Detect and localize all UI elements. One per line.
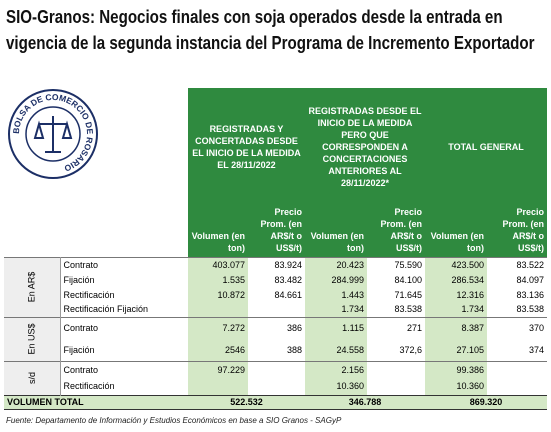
row-label: Rectificación [63,289,115,300]
price-cell: 75.590 [367,256,425,272]
volume-cell: 2546 [188,339,248,361]
price-cell: 83.522 [487,256,547,272]
price-cell: 374 [528,344,544,355]
row: Rectificación 10.360 10.360 [4,378,547,395]
row: Rectificación Fijación 1.734 83.538 1.734 83… [4,302,547,317]
footer: Fuente: Departamento de Información y Es… [6,416,342,425]
volume-cell: 1.115 [305,316,367,339]
price-cell: 83.538 [516,304,544,315]
volume-cell: 1.535 [188,272,248,287]
row: Fijación 1.535 83.482 284.999 84.100 286.534 8… [4,272,547,287]
column-header: Precio Prom. (en AR$/t o US$/t) [367,205,425,257]
group-label: En US$ [26,323,37,355]
price-cell: 84.100 [394,274,422,285]
volume-cell: 12.316 [425,287,487,302]
group-label-cell: s/d [4,360,61,395]
logo-cell: BOLSA DE COMERCIO DE ROSARIO [4,88,188,257]
volume-cell: 10.872 [188,287,248,302]
volume-cell: 27.105 [425,339,487,361]
price-cell: 83.538 [394,304,422,315]
price-cell [248,302,305,317]
total-value: 869.320 [425,394,547,410]
price-cell: 84.661 [274,289,302,300]
price-cell: 83.924 [248,256,305,272]
row-label: Rectificación [63,381,115,392]
volume-cell: 97.229 [188,360,248,378]
price-cell: 83.482 [274,274,302,285]
price-cell: 71.645 [394,289,422,300]
row-label: Fijación [63,274,95,285]
price-cell [248,360,305,378]
price-cell [367,360,425,378]
volume-cell: 8.387 [425,316,487,339]
total-value: 522.532 [188,394,305,410]
price-cell: 271 [367,316,425,339]
column-header: Volumen (en ton) [305,205,367,257]
logo: BOLSA DE COMERCIO DE ROSARIO [8,89,98,179]
group-header: REGISTRADAS Y CONCERTADAS DESDE EL INICI… [188,88,305,205]
volume-cell [188,378,248,395]
volume-cell: 24.558 [305,339,367,361]
total-value: 346.788 [305,394,425,410]
row-label: Contrato [60,316,188,339]
price-cell [487,378,547,395]
row-label: Contrato [60,360,188,378]
volume-cell: 1.734 [305,302,367,317]
price-cell [248,378,305,395]
price-cell: 83.136 [516,289,544,300]
volume-cell: 7.272 [188,316,248,339]
row: En AR$ Contrato 403.077 83.924 20.423 75.590 4… [4,256,547,317]
column-header: Precio Prom. (en AR$/t o US$/t) [487,205,547,257]
column-header: Volumen (en ton) [188,205,248,257]
price-cell: 388 [286,344,302,355]
title: SIO-Granos: Negocios finales con soja op… [6,7,535,53]
volume-cell: 1.443 [305,287,367,302]
price-cell [487,360,547,378]
volume-cell: 2.156 [305,360,367,378]
price-cell [367,378,425,395]
group-header: REGISTRADAS DESDE EL INICIO DE LA MEDIDA… [305,88,425,205]
data-table: BOLSA DE COMERCIO DE ROSARIO REGISTRADAS… [4,88,547,410]
row-label: Rectificación Fijación [63,304,149,315]
volume-cell: 99.386 [425,360,487,378]
volume-cell: 423.500 [425,256,487,272]
row: Rectificación 10.872 84.661 1.443 71.645 12.3… [4,287,547,302]
group-label-cell: En AR$ [4,256,61,317]
total-label: VOLUMEN TOTAL [4,394,188,410]
column-header: Precio Prom. (en AR$/t o US$/t) [248,205,305,257]
group-label-cell: En US$ [4,316,61,361]
group-header: TOTAL GENERAL [425,88,547,205]
volume-cell: 1.734 [425,302,487,317]
row-label: Contrato [60,256,188,272]
group-label: En AR$ [26,271,37,303]
volume-cell: 10.360 [425,378,487,395]
column-header: Volumen (en ton) [425,205,487,257]
row: En US$ Contrato 7.272 386 1.115 271 8.387 370 [4,316,547,361]
row: Fijación 2546 388 24.558 372,6 27.105 374 [4,339,547,361]
volume-cell: 10.360 [305,378,367,395]
volume-cell: 286.534 [425,272,487,287]
row: s/d Contrato 97.229 2.156 99.386 [4,360,547,395]
group-label: s/d [26,371,37,385]
price-cell: 372,6 [399,344,422,355]
price-cell: 386 [248,316,305,339]
total-row: VOLUMEN TOTAL 522.532 346.788 869.320 [4,394,547,410]
volume-cell: 284.999 [305,272,367,287]
volume-cell: 20.423 [305,256,367,272]
volume-cell: 403.077 [188,256,248,272]
price-cell: 370 [487,316,547,339]
volume-cell [188,302,248,317]
price-cell: 84.097 [516,274,544,285]
row-label: Fijación [63,344,95,355]
